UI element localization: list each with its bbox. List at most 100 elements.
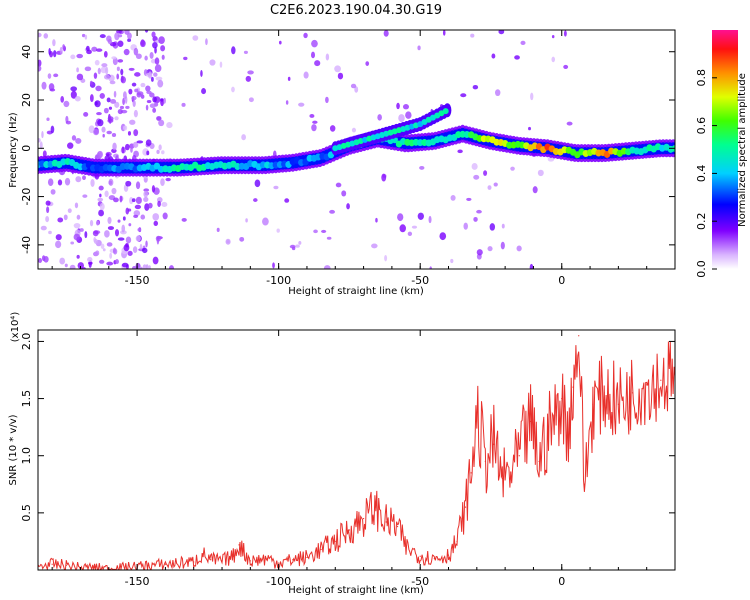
spectrogram-speckle (95, 48, 103, 52)
spectrogram-speckle (132, 100, 136, 108)
x-tick-label: -50 (411, 575, 429, 588)
spectrogram-speckle (67, 142, 74, 149)
spectrogram-speckle (551, 56, 556, 63)
spectrogram-speckle (160, 98, 164, 107)
snr-data-point (201, 553, 203, 555)
snr-x-label: Height of straight line (km) (288, 585, 424, 596)
snr-data-point (470, 472, 472, 474)
snr-data-point (210, 559, 212, 561)
y-tick-label: 2.0 (20, 333, 33, 351)
spectrogram-speckle (399, 224, 406, 233)
spectrogram-speckle (55, 240, 62, 249)
spectrogram-marks (38, 30, 675, 269)
spectrogram-speckle (528, 126, 532, 131)
spectrogram-speckle (39, 141, 43, 150)
spectrogram-speckle (116, 73, 120, 80)
spectrogram-speckle (145, 139, 152, 147)
spectrogram-speckle (287, 76, 291, 81)
spectrogram-speckle (82, 175, 86, 181)
spectrogram-speckle (114, 32, 120, 41)
spectrogram-speckle (152, 96, 157, 103)
spectrogram-speckle (135, 53, 142, 60)
spectrogram-speckle (123, 244, 130, 252)
spectrogram-speckle (99, 34, 106, 39)
spectrogram-speckle (476, 209, 482, 214)
spectrogram-speckle (351, 127, 357, 133)
spectrogram-speckle (125, 180, 132, 187)
snr-data-point (362, 517, 365, 520)
spectrogram-speckle (76, 214, 81, 220)
spectrogram-speckle (70, 54, 76, 60)
spectrogram-speckle (510, 166, 515, 171)
spectrogram-speckle (139, 243, 143, 250)
spectrogram-speckle (247, 70, 254, 75)
spectrogram-speckle (337, 72, 344, 80)
spectrogram-speckle (334, 65, 341, 73)
spectrogram-speckle (138, 266, 143, 269)
colorbar-tick-label: 0.8 (695, 69, 708, 87)
spectrogram-speckle (50, 125, 55, 134)
spectrogram-speckle (135, 196, 142, 205)
spectrogram-speckle (111, 133, 117, 137)
spectrogram-speckle (131, 198, 136, 203)
snr-data-point (524, 437, 526, 440)
spectrogram-speckle (116, 30, 122, 34)
spectrogram-speckle (566, 121, 573, 126)
spectrogram-speckle (98, 259, 105, 264)
spectrogram-speckle (96, 112, 102, 116)
spectrogram-speckle (239, 236, 245, 242)
spectrogram-speckle (89, 80, 93, 86)
snr-data-point (433, 557, 435, 560)
spectrogram-speckle (41, 81, 47, 90)
spectrogram-speckle (245, 75, 252, 82)
spectrogram-speckle (108, 106, 113, 110)
spectrogram-speckle (155, 235, 161, 242)
spectrogram-speckle (285, 100, 289, 105)
colorbar-tick-label: 0.0 (695, 260, 708, 278)
snr-frame (37, 329, 676, 571)
spectrogram-speckle (140, 214, 146, 220)
spectrogram-speckle (93, 129, 100, 136)
spectrogram-speckle (272, 262, 275, 269)
spectrogram-speckle (303, 32, 308, 39)
spectrogram-speckle (53, 50, 57, 58)
spectrogram-speckle (47, 178, 54, 186)
spectrogram-speckle (140, 82, 146, 88)
snr-data-point (572, 386, 574, 388)
spectrogram-speckle (551, 35, 555, 39)
snr-data-point (232, 555, 234, 557)
x-tick-label: -150 (125, 274, 150, 287)
spectrogram-speckle (81, 266, 86, 269)
spectrogram-speckle (38, 138, 41, 143)
spectrogram-speckle (491, 53, 496, 59)
spectrogram-speckle (121, 262, 129, 268)
y-tick-label: -20 (20, 188, 33, 206)
spectrogram-speckle (114, 101, 120, 108)
spectrogram-speckle (127, 32, 132, 40)
spectrogram-speckle (136, 140, 144, 144)
colorbar: 0.0 0.2 0.4 0.6 0.8 Normalized spectral ampl… (695, 30, 748, 278)
spectrogram-speckle (125, 236, 132, 244)
spectrogram-speckle (73, 233, 81, 241)
spectrogram-speckle (313, 229, 318, 234)
spectrogram-speckle (106, 130, 112, 135)
colorbar-gradient (712, 30, 738, 269)
spectrogram-speckle (450, 258, 454, 264)
spectrogram-speckle (216, 227, 220, 232)
spectrogram-speckle (38, 32, 42, 38)
spectrogram-speckle (341, 190, 347, 197)
spectrogram-speckle (122, 97, 125, 106)
snr-y-multiplier: (x10⁴) (10, 312, 21, 343)
spectrogram-speckle (165, 177, 171, 182)
y-tick-label: 0 (20, 145, 33, 152)
spectrogram-speckle (350, 83, 357, 89)
snr-data-point (530, 420, 532, 423)
snr-data-point (464, 506, 467, 508)
spectrogram-speckle (428, 215, 432, 224)
spectrogram-speckle (183, 56, 188, 61)
spectrogram-speckle (231, 86, 235, 93)
spectrogram-speckle (157, 79, 164, 88)
spectrogram-speckle (158, 144, 162, 151)
spectrogram-speckle (131, 95, 137, 101)
